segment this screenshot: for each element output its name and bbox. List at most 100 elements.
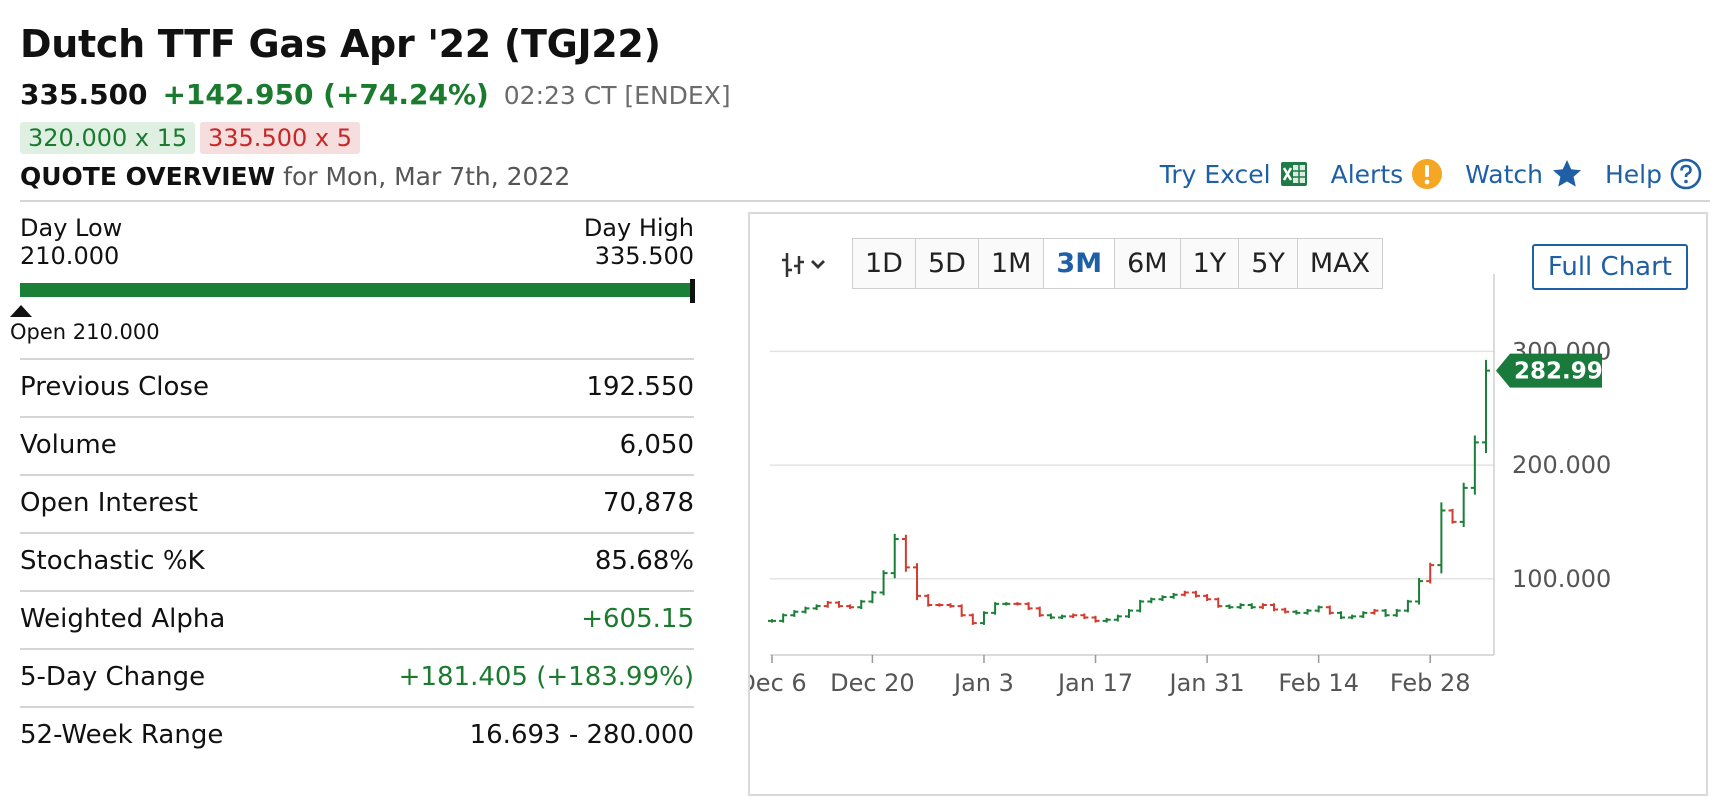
ohlc-bar <box>1180 590 1189 597</box>
ohlc-bar <box>790 610 799 617</box>
x-tick-label: Feb 14 <box>1278 669 1359 697</box>
ohlc-bar <box>1058 614 1067 620</box>
day-low: Day Low 210.000 <box>20 214 122 270</box>
ohlc-bar <box>1459 482 1468 528</box>
period-selector: 1D 5D 1M 3M 6M 1Y 5Y MAX <box>852 238 1384 289</box>
help-question-icon <box>1670 158 1702 190</box>
stat-label: Stochastic %K <box>20 546 205 576</box>
stat-row: 52-Week Range 16.693 - 280.000 <box>20 706 694 764</box>
ohlc-bar <box>1448 508 1457 524</box>
ohlc-bar <box>801 606 810 614</box>
ohlc-bar <box>868 590 877 604</box>
period-1d[interactable]: 1D <box>853 239 916 288</box>
ohlc-bar <box>1437 502 1446 574</box>
ohlc-bar <box>1191 590 1200 598</box>
stats-table: Previous Close 192.550 Volume 6,050 Open… <box>20 358 694 764</box>
watch-link[interactable]: Watch <box>1465 158 1583 190</box>
ohlc-bar <box>968 613 977 625</box>
day-high-label: Day High <box>583 214 694 242</box>
instrument-title: Dutch TTF Gas Apr '22 (TGJ22) <box>20 22 661 66</box>
day-range-bar <box>20 283 694 297</box>
ohlc-bar <box>1169 593 1178 599</box>
ohlc-bar <box>1113 614 1122 622</box>
ohlc-bar <box>1136 599 1145 613</box>
ohlc-bar <box>1258 603 1267 609</box>
ohlc-bar <box>857 599 866 609</box>
stat-label: 5-Day Change <box>20 662 206 692</box>
ohlc-bar-icon <box>782 253 825 277</box>
stat-label: Open Interest <box>20 488 198 518</box>
ohlc-bar <box>1392 608 1401 617</box>
ohlc-bar <box>1203 594 1212 601</box>
full-chart-button[interactable]: Full Chart <box>1531 244 1688 290</box>
ohlc-bar <box>1303 608 1312 615</box>
ohlc-bar <box>924 594 933 607</box>
ohlc-bar <box>1091 615 1100 623</box>
stat-row: Weighted Alpha +605.15 <box>20 590 694 648</box>
period-6m[interactable]: 6M <box>1115 239 1181 288</box>
ohlc-bar <box>1381 608 1390 617</box>
ohlc-bar <box>1426 562 1435 584</box>
alerts-label: Alerts <box>1330 159 1404 189</box>
section-date: for Mon, Mar 7th, 2022 <box>283 162 571 191</box>
ask-badge: 335.500 x 5 <box>200 122 360 154</box>
bid-badge: 320.000 x 15 <box>20 122 196 154</box>
stat-row: Previous Close 192.550 <box>20 358 694 416</box>
open-marker-icon <box>10 305 32 317</box>
ohlc-bar <box>1314 605 1323 613</box>
stat-row: 5-Day Change +181.405 (+183.99%) <box>20 648 694 706</box>
period-1y[interactable]: 1Y <box>1180 239 1240 288</box>
stat-label: 52-Week Range <box>20 720 224 750</box>
ohlc-bar <box>768 619 776 623</box>
section-title: QUOTE OVERVIEW <box>20 162 276 191</box>
ohlc-bar <box>1236 603 1245 609</box>
ohlc-bar <box>1158 595 1167 601</box>
x-tick-label: Feb 28 <box>1390 669 1471 697</box>
ohlc-bar <box>834 600 843 608</box>
ohlc-bar <box>991 602 1000 615</box>
stat-value: 6,050 <box>619 430 694 460</box>
period-1m[interactable]: 1M <box>978 239 1045 288</box>
ohlc-bar <box>1370 608 1379 615</box>
x-tick-label: Dec 6 <box>750 669 807 697</box>
y-tick-label: 100.000 <box>1512 565 1611 593</box>
stat-row: Stochastic %K 85.68% <box>20 532 694 590</box>
alerts-link[interactable]: Alerts <box>1331 158 1444 190</box>
ohlc-bar <box>1403 599 1412 613</box>
ohlc-bar <box>1147 597 1156 604</box>
help-label: Help <box>1605 159 1662 189</box>
ohlc-bar <box>1225 604 1234 609</box>
help-link[interactable]: Help <box>1605 158 1702 190</box>
period-3m[interactable]: 3M <box>1044 239 1116 288</box>
ohlc-bar <box>879 570 888 596</box>
chart-type-selector[interactable] <box>780 250 828 287</box>
star-icon <box>1553 160 1581 187</box>
stat-value: 16.693 - 280.000 <box>469 720 694 750</box>
period-max[interactable]: MAX <box>1297 239 1383 288</box>
period-5y[interactable]: 5Y <box>1239 239 1298 288</box>
x-tick-label: Jan 31 <box>1168 669 1245 697</box>
try-excel-link[interactable]: Try Excel <box>1160 159 1309 189</box>
ohlc-bar <box>1046 613 1055 620</box>
period-5d[interactable]: 5D <box>915 239 979 288</box>
try-excel-label: Try Excel <box>1159 159 1271 189</box>
ohlc-bar <box>1035 606 1044 617</box>
price-line: 335.500 +142.950 (+74.24%) 02:23 CT [END… <box>20 78 731 111</box>
stat-label: Volume <box>20 430 117 460</box>
ohlc-bar <box>1325 605 1334 615</box>
ohlc-bar <box>935 603 944 607</box>
ohlc-bar <box>913 563 922 601</box>
day-high: Day High 335.500 <box>584 214 694 270</box>
ohlc-bar <box>1214 597 1223 608</box>
stat-value: +605.15 <box>581 604 694 634</box>
ohlc-bar <box>1080 613 1089 620</box>
ohlc-bar <box>1482 359 1490 454</box>
stat-value: 192.550 <box>586 372 694 402</box>
ohlc-bar <box>1281 607 1290 614</box>
ohlc-bar <box>1270 603 1279 612</box>
ohlc-bar <box>1024 602 1033 611</box>
ohlc-bar <box>901 534 910 572</box>
stat-label: Previous Close <box>20 372 209 402</box>
last-price: 335.500 <box>20 78 148 111</box>
